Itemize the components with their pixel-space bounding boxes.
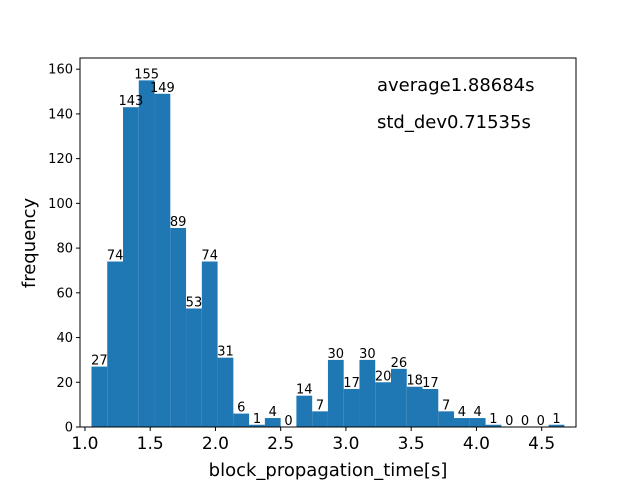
bar-value-label: 4 — [474, 405, 482, 420]
histogram-bar — [154, 93, 171, 428]
y-tick-label: 0 — [65, 421, 73, 436]
plot-frame — [79, 57, 577, 428]
histogram-bar — [343, 388, 360, 427]
bar-value-label: 17 — [422, 376, 439, 391]
bar-value-label: 4 — [458, 405, 466, 420]
histogram-bar — [186, 308, 202, 427]
bar-value-label: 1 — [489, 412, 497, 427]
histogram-bar — [454, 418, 470, 427]
bars-group — [91, 80, 565, 428]
bar-value-label: 155 — [134, 67, 159, 82]
bar-value-label: 31 — [217, 345, 234, 360]
bar-value-label: 27 — [91, 354, 108, 369]
x-axis-label: block_propagation_time[s] — [209, 460, 448, 480]
bar-value-label: 20 — [375, 369, 392, 384]
y-tick-label: 80 — [56, 242, 73, 257]
bar-value-label: 4 — [269, 405, 277, 420]
y-axis-label: frequency — [19, 198, 40, 289]
histogram-bar — [469, 418, 486, 427]
y-axis-ticks: 0 20 40 60 80 100 120 140 160 — [48, 63, 80, 436]
histogram-bar — [406, 386, 423, 427]
bar-value-label: 0 — [284, 414, 292, 429]
y-tick-label: 160 — [48, 63, 73, 78]
histogram-bar — [422, 388, 439, 427]
histogram-bar — [264, 418, 281, 427]
histogram-bar — [201, 261, 218, 427]
bar-value-label: 7 — [316, 398, 324, 413]
histogram-bar — [438, 411, 455, 427]
y-tick-label: 140 — [48, 107, 73, 122]
bar-value-label: 0 — [505, 414, 513, 429]
histogram-bar — [327, 359, 344, 427]
average-annotation: average1.88684s — [377, 75, 535, 96]
bar-value-label: 53 — [186, 295, 203, 310]
histogram-bar — [123, 107, 139, 427]
histogram-bar — [170, 227, 187, 427]
histogram-bar — [91, 366, 108, 427]
histogram-bar — [312, 411, 328, 427]
bar-value-label: 30 — [359, 347, 376, 362]
histogram-bar — [359, 359, 376, 427]
bar-value-label: 74 — [107, 249, 124, 264]
x-tick-label: 3.0 — [332, 434, 359, 454]
x-tick-label: 1.5 — [137, 434, 164, 454]
histogram-bar — [217, 357, 234, 427]
histogram-bar — [296, 395, 313, 427]
bar-value-label: 6 — [237, 401, 245, 416]
bar-value-label: 0 — [537, 414, 545, 429]
histogram-bar — [249, 424, 265, 427]
bar-value-label: 1 — [253, 412, 261, 427]
x-tick-label: 4.5 — [528, 434, 555, 454]
histogram-bar — [548, 424, 565, 427]
histogram-bar — [375, 382, 391, 427]
bar-value-label: 149 — [150, 81, 175, 96]
histogram-bar — [390, 368, 407, 427]
histogram-bar — [233, 413, 250, 427]
y-tick-label: 40 — [56, 331, 73, 346]
bar-value-label: 89 — [170, 215, 187, 230]
bar-value-label: 0 — [521, 414, 529, 429]
x-axis-ticks: 1.0 1.5 2.0 2.5 3.0 3.5 4.0 4.5 — [71, 427, 555, 454]
bar-value-label: 7 — [442, 398, 450, 413]
std-dev-annotation: std_dev0.71535s — [377, 112, 531, 133]
bar-value-label: 1 — [552, 412, 560, 427]
x-tick-label: 3.5 — [398, 434, 425, 454]
bar-value-label: 18 — [406, 374, 423, 389]
bar-value-label: 143 — [118, 94, 143, 109]
y-tick-label: 120 — [48, 152, 73, 167]
x-tick-label: 2.0 — [202, 434, 229, 454]
x-tick-label: 2.5 — [267, 434, 294, 454]
y-tick-label: 60 — [56, 286, 73, 301]
bar-value-label: 14 — [296, 383, 313, 398]
x-tick-label: 4.0 — [463, 434, 490, 454]
histogram-bar — [107, 261, 124, 427]
bar-value-label: 30 — [328, 347, 345, 362]
histogram-bar — [485, 424, 502, 427]
y-tick-label: 100 — [48, 197, 73, 212]
bar-value-label: 74 — [201, 249, 218, 264]
x-tick-label: 1.0 — [71, 434, 98, 454]
bar-value-label: 26 — [391, 356, 408, 371]
bar-value-label: 17 — [343, 376, 360, 391]
histogram-bar — [138, 80, 155, 427]
y-tick-label: 20 — [56, 376, 73, 391]
